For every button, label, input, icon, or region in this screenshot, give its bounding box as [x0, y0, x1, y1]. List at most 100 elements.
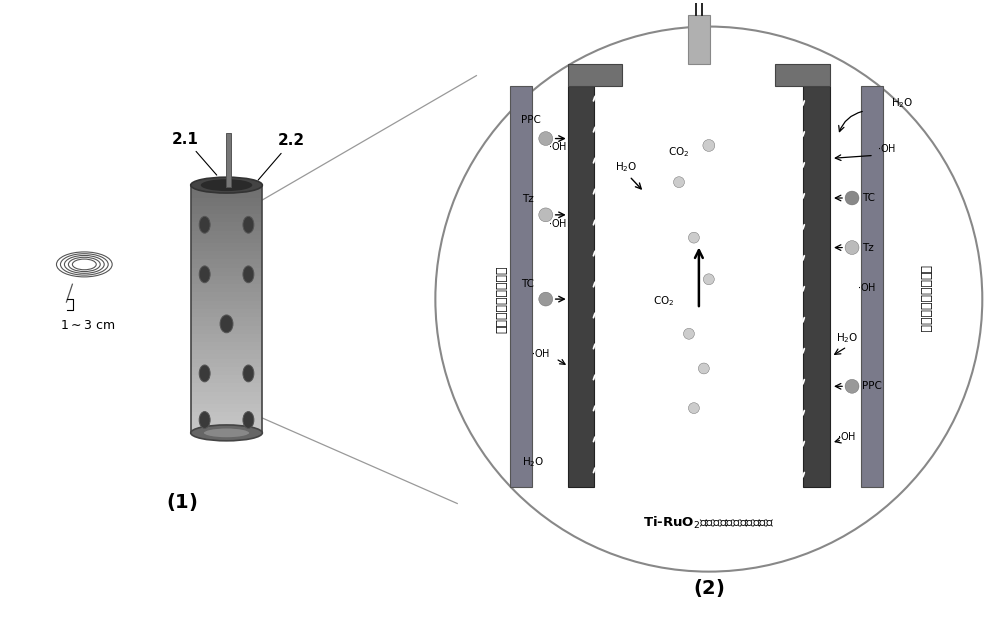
Ellipse shape [243, 365, 254, 382]
Text: $\cdot$OH: $\cdot$OH [877, 142, 896, 154]
Text: 2.1: 2.1 [172, 131, 217, 175]
Bar [191, 246, 262, 251]
Circle shape [435, 27, 982, 571]
Bar [191, 284, 262, 288]
Circle shape [539, 292, 553, 306]
Bar [226, 132, 231, 187]
Text: Tz: Tz [862, 243, 874, 253]
Bar [191, 341, 262, 346]
Circle shape [539, 132, 553, 145]
Text: 穿孔不锈钐（阴极）: 穿孔不锈钐（阴极） [495, 266, 508, 333]
Bar [191, 316, 262, 321]
Ellipse shape [199, 412, 210, 428]
Bar [191, 321, 262, 326]
Circle shape [703, 274, 714, 285]
Circle shape [674, 176, 684, 188]
Bar [191, 386, 262, 392]
Bar [568, 64, 622, 86]
Ellipse shape [243, 217, 254, 233]
Bar [191, 324, 262, 330]
Text: TC: TC [862, 193, 875, 203]
Ellipse shape [203, 428, 250, 438]
Bar [191, 279, 262, 284]
Text: 2.2: 2.2 [258, 134, 305, 180]
Bar [191, 308, 262, 313]
Bar [191, 271, 262, 276]
Bar [191, 188, 262, 193]
Circle shape [688, 232, 699, 243]
Bar [191, 201, 262, 206]
Bar [191, 358, 262, 363]
Bar [191, 184, 262, 189]
Bar [191, 383, 262, 387]
Text: $\mathrm{H_2O}$: $\mathrm{H_2O}$ [522, 456, 544, 469]
Bar [191, 254, 262, 259]
Bar [191, 275, 262, 280]
Bar [191, 213, 262, 218]
Bar [191, 361, 262, 367]
Bar [191, 225, 262, 230]
Bar [191, 193, 262, 197]
Text: $\mathrm{CO_2}$: $\mathrm{CO_2}$ [668, 145, 690, 159]
Bar [568, 86, 594, 487]
Bar [191, 222, 262, 227]
Bar [191, 403, 262, 408]
Text: PPC: PPC [862, 381, 882, 391]
Bar [191, 259, 262, 264]
Text: Tz: Tz [522, 194, 534, 204]
Bar [191, 267, 262, 272]
Bar [191, 391, 262, 396]
Bar [191, 196, 262, 202]
Text: $1\sim3$ cm: $1\sim3$ cm [60, 319, 115, 332]
Bar [191, 234, 262, 239]
Bar [191, 399, 262, 404]
Bar [191, 300, 262, 305]
Text: $\mathrm{CO_2}$: $\mathrm{CO_2}$ [653, 294, 675, 308]
Bar [191, 395, 262, 400]
Text: $\cdot$OH: $\cdot$OH [548, 141, 567, 152]
Bar [191, 423, 262, 429]
Text: $\cdot$OH: $\cdot$OH [531, 347, 550, 358]
Bar [191, 378, 262, 383]
Bar [191, 329, 262, 334]
Bar [191, 353, 262, 358]
Bar [688, 15, 710, 64]
Bar [191, 415, 262, 420]
Bar [191, 296, 262, 301]
Text: $\cdot$OH: $\cdot$OH [548, 217, 567, 229]
Bar [191, 428, 262, 433]
Ellipse shape [220, 315, 233, 333]
Bar [861, 86, 883, 487]
Ellipse shape [243, 412, 254, 428]
Circle shape [845, 191, 859, 205]
Ellipse shape [191, 425, 262, 441]
Bar [191, 292, 262, 297]
Bar [191, 345, 262, 350]
Ellipse shape [199, 365, 210, 382]
Circle shape [845, 379, 859, 393]
Bar [191, 205, 262, 210]
Bar [191, 374, 262, 379]
Circle shape [698, 363, 709, 374]
Text: $\mathrm{H_2O}$: $\mathrm{H_2O}$ [836, 331, 858, 345]
Circle shape [703, 139, 715, 152]
Text: $\cdot$OH: $\cdot$OH [837, 430, 857, 442]
Bar [191, 217, 262, 222]
Bar [191, 366, 262, 371]
Circle shape [683, 328, 694, 339]
Text: TC: TC [521, 279, 534, 289]
Bar [191, 349, 262, 355]
Bar [191, 411, 262, 417]
Circle shape [845, 241, 859, 254]
Bar [191, 337, 262, 342]
Text: $\mathrm{H_2O}$: $\mathrm{H_2O}$ [891, 96, 913, 110]
Bar [191, 304, 262, 309]
Bar [803, 86, 830, 487]
Bar [191, 287, 262, 293]
Circle shape [688, 402, 699, 413]
Bar [191, 262, 262, 267]
Bar [191, 242, 262, 247]
Bar [191, 238, 262, 243]
Bar [510, 86, 532, 487]
Bar [191, 333, 262, 338]
